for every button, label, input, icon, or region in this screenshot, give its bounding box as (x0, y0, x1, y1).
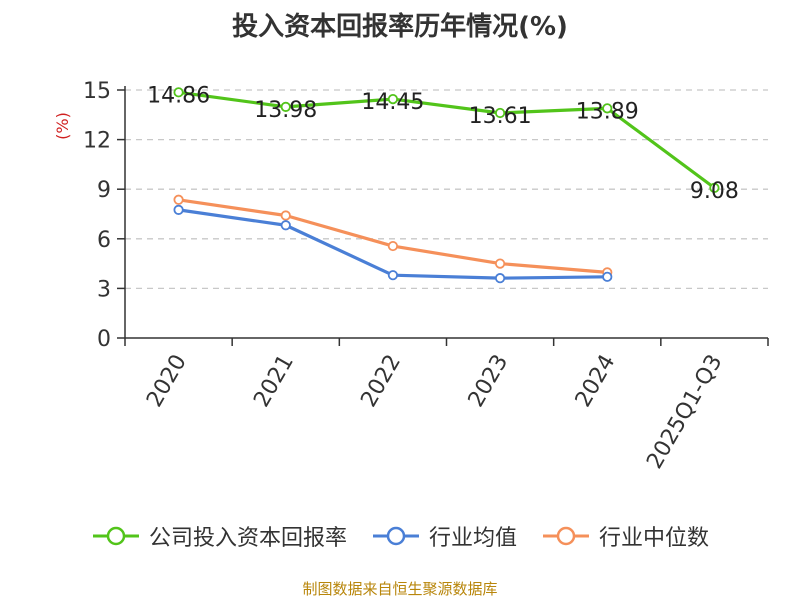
data-point-1-0 (173, 204, 184, 215)
data-label: 14.86 (147, 83, 210, 108)
data-point-1-4 (602, 271, 613, 282)
series (173, 87, 720, 284)
legend-swatch-blue-icon (372, 526, 419, 546)
data-label: 13.98 (254, 98, 317, 123)
x-tick-label: 2021 (249, 351, 299, 412)
data-labels: 14.86 13.98 14.45 13.61 13.89 9.08 (147, 83, 739, 204)
legend-item-industry-average[interactable]: 行业均值 (371, 520, 517, 552)
y-axis-label: (%) (53, 112, 72, 140)
data-point-0-3 (494, 107, 506, 119)
legend-label-industry-median: 行业中位数 (599, 526, 710, 551)
y-tick-label: 12 (83, 129, 111, 154)
x-tick-label: 2020 (142, 351, 192, 412)
y-tick-label: 3 (97, 277, 111, 302)
x-tick-label: 2024 (571, 351, 621, 412)
data-point-1-3 (494, 273, 506, 284)
y-tick-label: 0 (97, 327, 111, 352)
data-point-2-0 (173, 194, 184, 205)
legend-label-company: 公司投入资本回报率 (148, 526, 347, 551)
data-point-0-0 (173, 87, 184, 98)
y-tick-label: 9 (97, 178, 111, 203)
data-point-1-2 (387, 270, 399, 281)
data-point-2-1 (280, 210, 291, 221)
x-tick-label: 2025Q1-Q3 (642, 351, 727, 474)
grid-lines (125, 89, 768, 290)
legend-item-industry-median[interactable]: 行业中位数 (541, 520, 709, 552)
data-label: 13.61 (469, 104, 532, 129)
legend-swatch-green-icon (92, 526, 139, 546)
legend: 公司投入资本回报率 行业均值 行业中位数 (0, 520, 800, 552)
series-line-0 (178, 90, 716, 190)
data-point-0-2 (387, 93, 399, 105)
source-note: 制图数据来自恒生聚源数据库 (302, 580, 498, 598)
x-tick-label: 2023 (464, 351, 514, 412)
y-tick-label: 6 (97, 228, 111, 253)
data-label: 9.08 (690, 179, 739, 204)
legend-label-industry-average: 行业均值 (428, 526, 517, 551)
data-point-0-4 (602, 103, 613, 114)
legend-swatch-orange-icon (543, 526, 589, 546)
data-label: 13.89 (576, 99, 639, 124)
x-tick-label: 2022 (356, 351, 406, 412)
legend-item-company[interactable]: 公司投入资本回报率 (91, 520, 347, 552)
data-point-2-3 (494, 258, 506, 269)
series-line-2 (178, 198, 608, 274)
data-point-0-1 (280, 101, 291, 112)
chart-title: 投入资本回报率历年情况(%) (232, 12, 568, 42)
data-point-1-1 (280, 220, 291, 231)
data-label: 14.45 (361, 90, 424, 115)
data-point-2-2 (387, 240, 399, 252)
data-point-0-5 (709, 182, 720, 193)
y-tick-label: 15 (83, 79, 111, 104)
